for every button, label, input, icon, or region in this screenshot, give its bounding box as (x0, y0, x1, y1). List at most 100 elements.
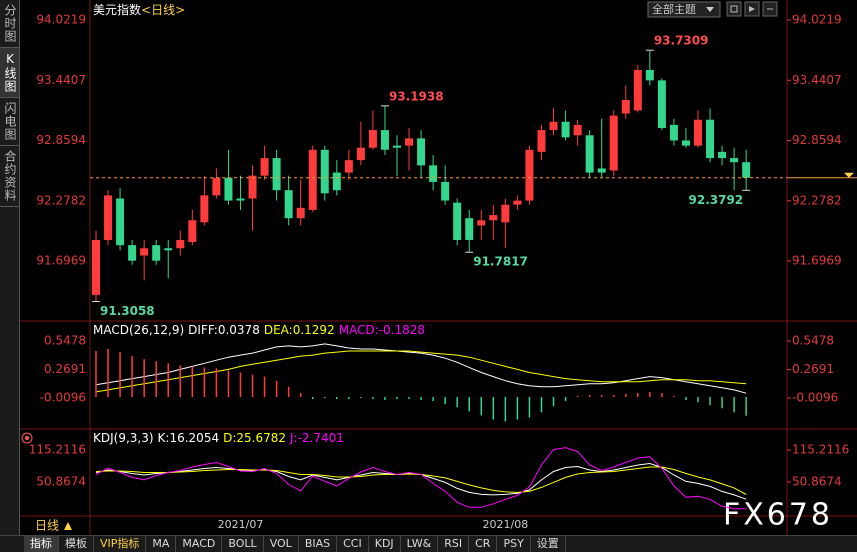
legend-entry: DIFF:0.0378 (188, 323, 260, 337)
dropdown-arrow (706, 7, 714, 12)
y-tick-label: 115.2116 (29, 442, 86, 456)
candle-body (525, 149, 534, 201)
toolbar: 指标 模板 VIP指标 MA MACD BOLL VOL BIAS CCI KDJ LW& RSI CR… (0, 535, 857, 552)
y-tick-label: 50.8674 (36, 474, 86, 488)
y-tick-label-right: 0.2691 (792, 362, 834, 376)
toolbar-item[interactable]: RSI (438, 536, 470, 552)
candle-body (681, 140, 690, 146)
indicator-line (95, 447, 747, 510)
toolbar-item[interactable]: CR (469, 536, 498, 552)
low-label: 92.3792 (689, 193, 744, 207)
candle-body (694, 119, 702, 146)
toolbar-item[interactable]: VOL (264, 536, 299, 552)
chart-title: 美元指数<日线> (93, 2, 185, 17)
toolbar-item[interactable]: BIAS (299, 536, 338, 552)
period-selector[interactable]: 日线 (35, 519, 59, 533)
y-tick-label: 0.2691 (44, 362, 86, 376)
candle-body (609, 115, 618, 171)
toolbar-item[interactable]: CCI (337, 536, 369, 552)
toolbar-item[interactable]: BOLL (222, 536, 264, 552)
candle-body (417, 138, 426, 166)
y-tick-label: 91.6969 (36, 254, 86, 268)
watermark: FX678 (723, 498, 833, 533)
candle-body (730, 158, 739, 163)
toolbar-item[interactable]: MACD (176, 536, 223, 552)
candle-body (477, 220, 486, 226)
candle-body (344, 160, 353, 173)
high-label: 93.1938 (389, 89, 444, 103)
candle-body (380, 130, 389, 150)
toolbar-item[interactable]: LW& (401, 536, 439, 552)
candle-body (573, 124, 582, 136)
candle-body (164, 248, 173, 251)
candle-body (368, 130, 377, 148)
candle-body (92, 239, 100, 295)
period: <日线> (141, 3, 185, 17)
x-tick-label: 2021/08 (483, 518, 529, 531)
candle-body (236, 198, 245, 201)
candle-body (356, 147, 365, 161)
sidebar-tab[interactable]: 合约资料 (0, 146, 19, 207)
sidebar: 分时图 K线图 闪电图 合约资料 (0, 0, 20, 535)
candle-body (140, 248, 149, 256)
candle-body (718, 151, 727, 159)
candle-body (429, 165, 438, 182)
candle-body (393, 145, 401, 148)
y-tick-label-right: -0.0096 (792, 391, 838, 405)
y-tick-label-right: 50.8674 (792, 474, 842, 488)
indicator-line (95, 462, 747, 500)
icon (749, 6, 755, 12)
y-tick-label-right: 91.6969 (792, 254, 842, 268)
y-tick-label-right: 115.2116 (792, 442, 849, 456)
candle-body (212, 177, 221, 196)
y-tick-label: 93.4407 (36, 73, 86, 87)
theme-button-label: 全部主题 (652, 2, 696, 16)
y-tick-label: 94.0219 (36, 13, 86, 27)
toolbar-item[interactable]: 指标 (24, 536, 59, 552)
toolbar-item[interactable]: KDJ (369, 536, 401, 552)
period-arrow[interactable] (64, 522, 72, 530)
toolbar-item[interactable]: 设置 (531, 536, 566, 552)
x-tick-label: 2021/07 (218, 518, 264, 531)
icon-button[interactable] (726, 1, 742, 17)
theme-button[interactable] (647, 1, 721, 18)
sidebar-tab[interactable]: 闪电图 (0, 98, 19, 146)
indicator-line (95, 350, 747, 393)
indicator-legend: MACD(26,12,9) DIFF:0.0378 DEA:0.1292 MACD:-… (93, 323, 425, 337)
y-tick-label-right: 94.0219 (792, 13, 842, 27)
candle-body (453, 202, 462, 240)
toolbar-item[interactable]: MA (146, 536, 177, 552)
legend-entry: J:-2.7401 (289, 431, 344, 445)
kdj-icon[interactable] (21, 432, 33, 444)
candle-body (320, 149, 329, 194)
sidebar-tab[interactable]: K线图 (0, 48, 19, 98)
toolbar-item[interactable]: VIP指标 (94, 536, 147, 552)
low-label: 91.3058 (100, 304, 155, 318)
candle-body (332, 172, 341, 191)
toolbar-item[interactable]: 模板 (59, 536, 94, 552)
toolbar-item[interactable]: PSY (497, 536, 531, 552)
indicator-line (95, 466, 747, 495)
y-tick-label-right: 92.8594 (792, 133, 842, 147)
chart: 美元指数<日线> 全部主题 日线 FX678 94.0219 94.0219 93.… (20, 0, 857, 535)
sidebar-tab[interactable]: 分时图 (0, 0, 19, 48)
indicator-title: MACD(26,12,9) (93, 323, 184, 337)
y-tick-label-right: 93.4407 (792, 73, 842, 87)
candle-body (116, 198, 125, 246)
candle-body (405, 138, 414, 146)
candle-body (308, 149, 317, 210)
indicator-line (95, 343, 747, 394)
y-tick-label-right: 0.5478 (792, 334, 834, 348)
candle-body (465, 218, 474, 240)
legend-entry: K:16.2054 (158, 431, 220, 445)
candle-body (513, 200, 522, 205)
candle-body (657, 80, 666, 129)
candle-body (248, 175, 257, 199)
candle-body (284, 190, 293, 219)
candle-body (537, 130, 546, 152)
candle-body (633, 69, 642, 111)
candle-body (224, 177, 233, 201)
candle-body (549, 121, 558, 131)
candle-body (176, 239, 185, 249)
